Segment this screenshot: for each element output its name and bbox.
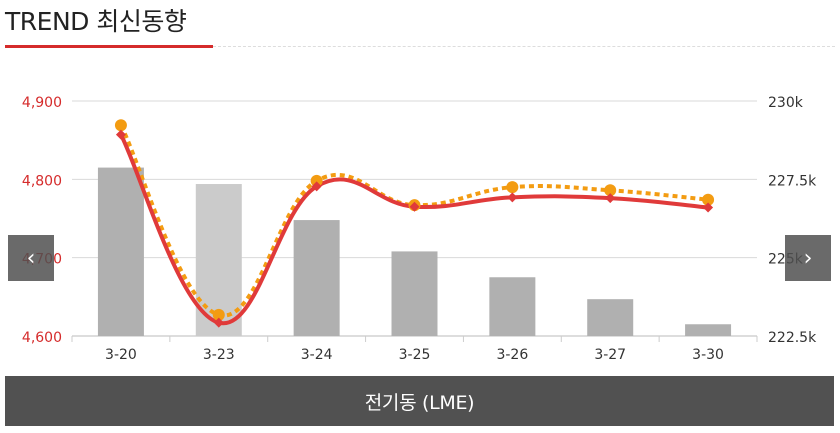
bar [97, 167, 144, 336]
dotted-series-point [310, 174, 323, 187]
x-tick-label: 3-20 [105, 347, 137, 363]
chevron-left-icon: ‹ [26, 245, 36, 271]
solid-series-point [703, 202, 714, 213]
solid-series-point [311, 181, 322, 192]
left-axis-tick-label: 4,600 [22, 330, 62, 346]
x-tick-label: 3-27 [594, 347, 626, 363]
solid-series-point [507, 192, 518, 203]
next-arrow-button[interactable]: › [785, 235, 831, 281]
dotted-series-point [212, 308, 225, 321]
title-underline [5, 45, 213, 48]
solid-series-point [115, 129, 126, 140]
solid-series-line [119, 133, 709, 326]
bar [293, 220, 340, 336]
x-tick-label: 3-30 [692, 347, 724, 363]
right-axis-tick-label: 222.5k [768, 330, 817, 346]
bar [391, 251, 438, 336]
prev-arrow-button[interactable]: ‹ [8, 235, 54, 281]
left-axis-tick-label: 4,800 [22, 173, 62, 189]
footer-label: 전기동 (LME) [364, 391, 475, 414]
trend-chart: 4,6004,7004,8004,900222.5k225k227.5k230k… [22, 95, 817, 363]
bar [587, 299, 634, 336]
solid-series-point [213, 317, 224, 328]
x-tick-label: 3-23 [203, 347, 235, 363]
bar [685, 324, 732, 336]
x-tick-label: 3-24 [301, 347, 333, 363]
page-title: TREND 최신동향 [5, 7, 187, 36]
x-tick-label: 3-25 [399, 347, 431, 363]
dotted-series-point [604, 184, 617, 197]
dotted-series-point [702, 193, 715, 206]
title-divider [213, 46, 835, 47]
bar [489, 277, 536, 336]
right-axis-tick-label: 230k [768, 95, 804, 111]
solid-series-point [605, 193, 616, 204]
x-tick-label: 3-26 [496, 347, 528, 363]
dotted-series-point [506, 181, 519, 194]
header: TREND 최신동향 [0, 0, 840, 52]
solid-series-point [409, 201, 420, 212]
dotted-series-point [114, 119, 127, 132]
left-axis-tick-label: 4,900 [22, 95, 62, 111]
chevron-right-icon: › [803, 245, 813, 271]
right-axis-tick-label: 227.5k [768, 173, 817, 189]
footer-label-bar: 전기동 (LME) [5, 376, 834, 426]
